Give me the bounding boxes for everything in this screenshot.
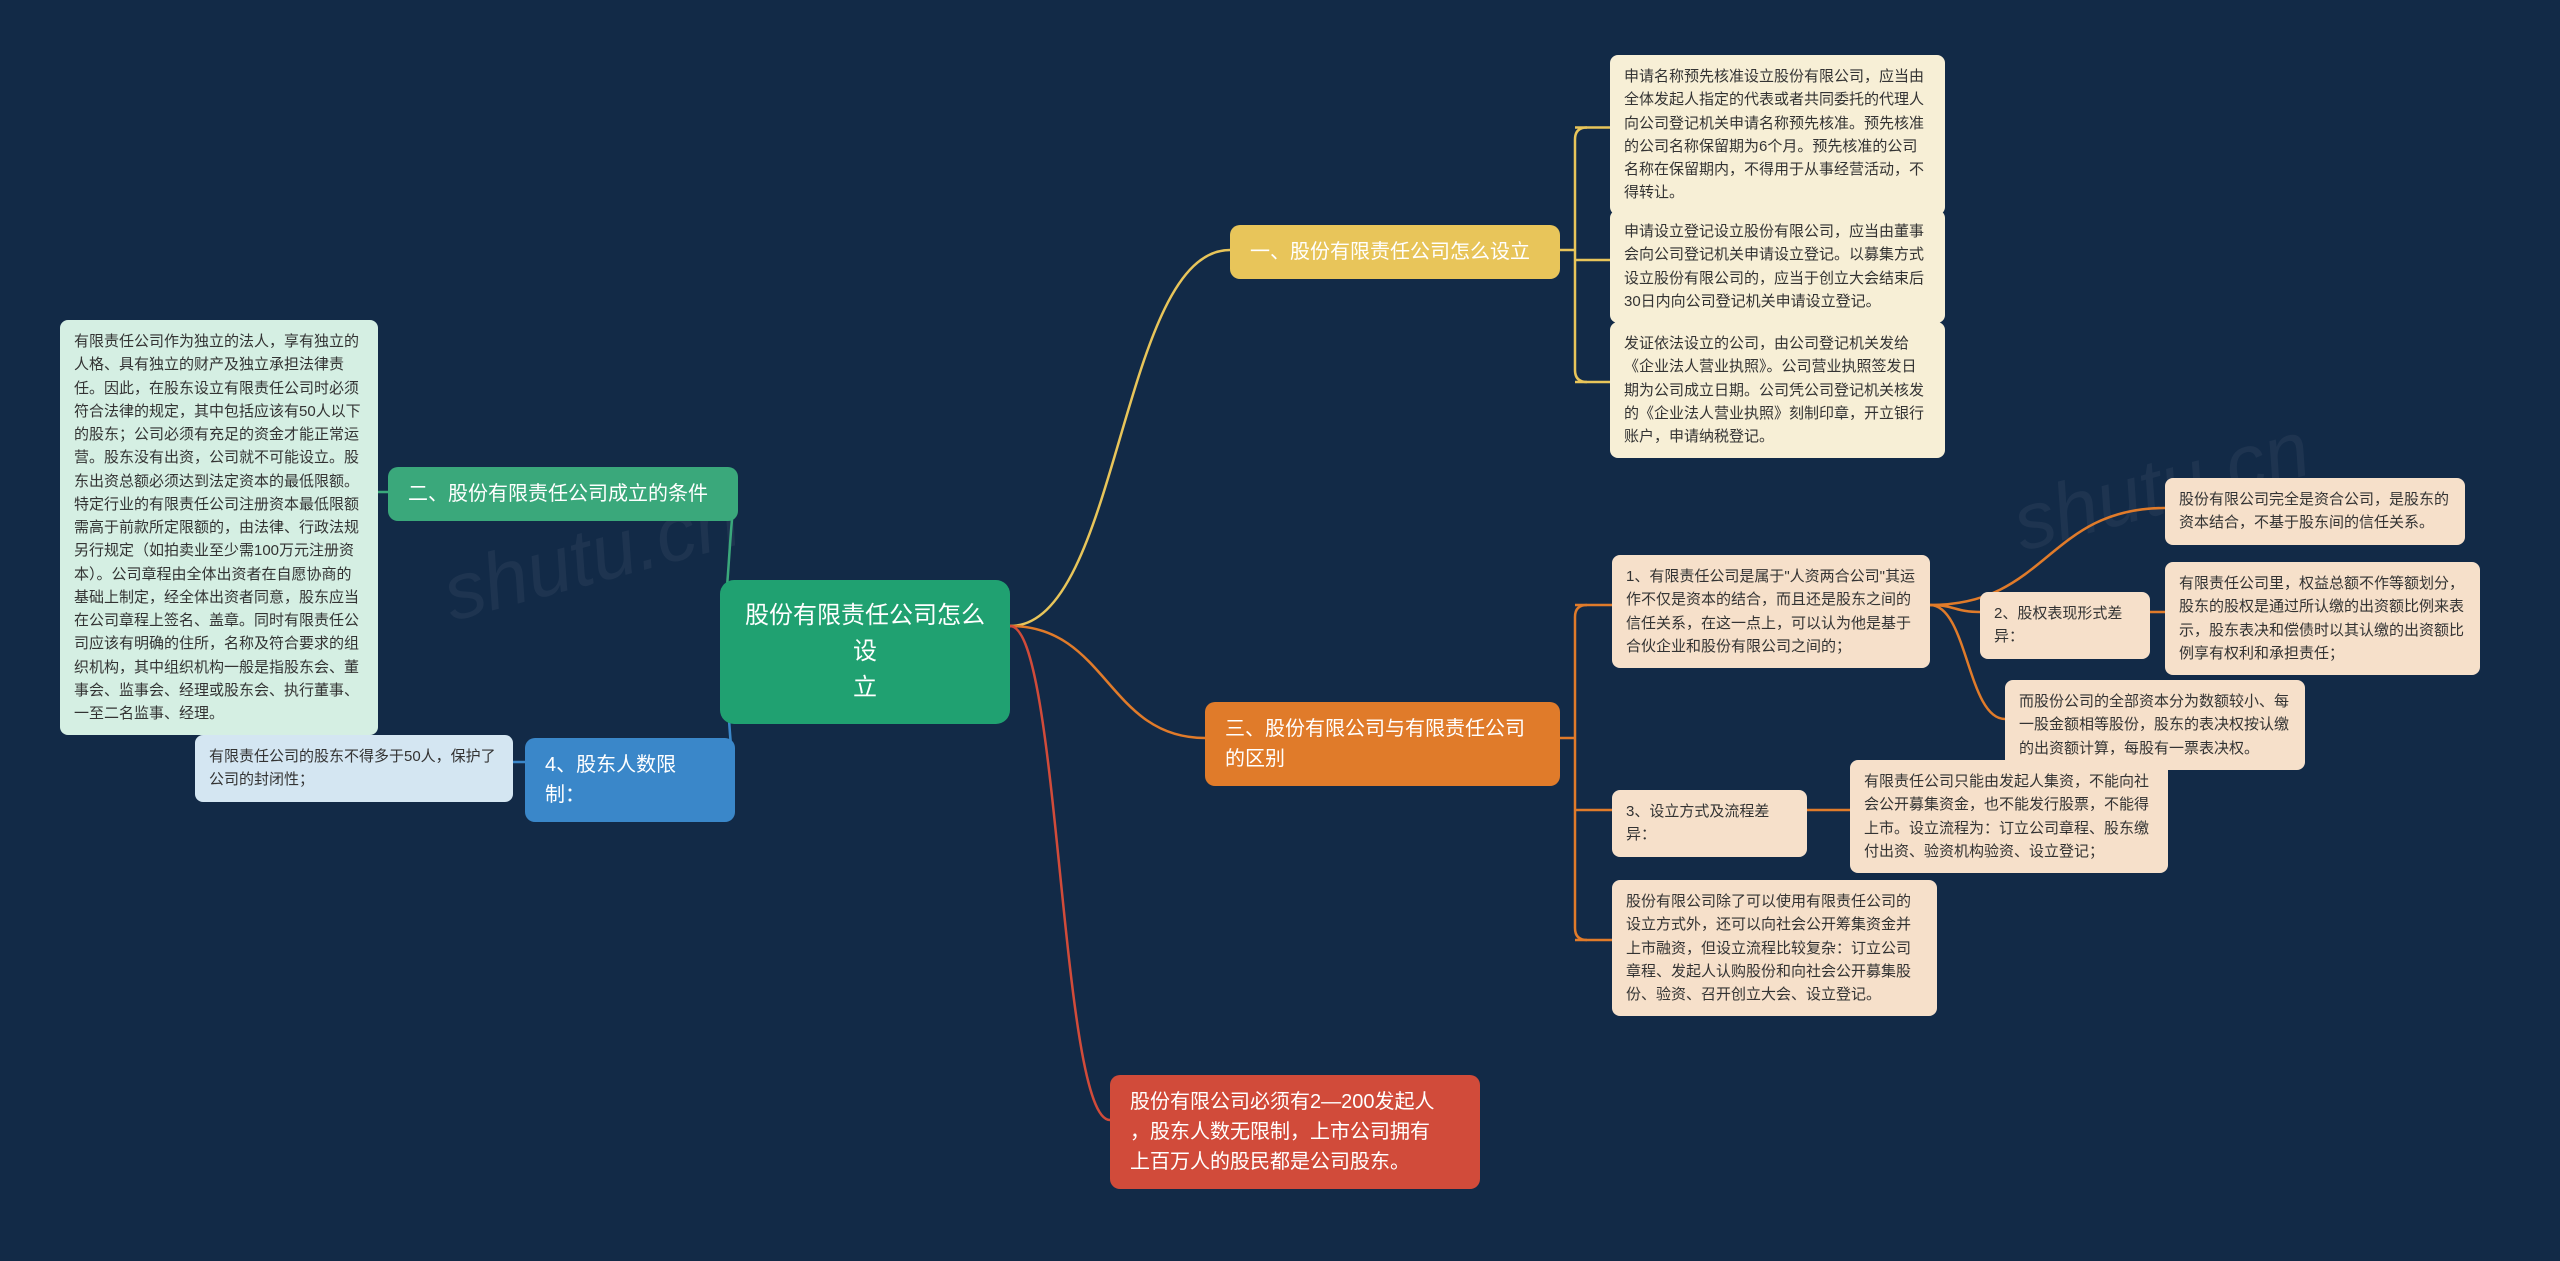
branch-4[interactable]: 4、股东人数限制： [525,738,735,822]
branch-2-child-1[interactable]: 有限责任公司作为独立的法人，享有独立的人格、具有独立的财产及独立承担法律责任。因… [60,320,378,735]
branch-5[interactable]: 股份有限公司必须有2—200发起人 ，股东人数无限制，上市公司拥有 上百万人的股… [1110,1075,1480,1189]
branch-3-child-3[interactable]: 股份有限公司除了可以使用有限责任公司的设立方式外，还可以向社会公开筹集资金并上市… [1612,880,1937,1016]
branch-3-child-2-sub-1[interactable]: 有限责任公司只能由发起人集资，不能向社会公开募集资金，也不能发行股票，不能得上市… [1850,760,2168,873]
branch-1-child-1[interactable]: 申请名称预先核准设立股份有限公司，应当由全体发起人指定的代表或者共同委托的代理人… [1610,55,1945,215]
branch-3-child-1-sub-2-sub-1[interactable]: 有限责任公司里，权益总额不作等额划分，股东的股权是通过所认缴的出资额比例来表示，… [2165,562,2480,675]
root-node[interactable]: 股份有限责任公司怎么设 立 [720,580,1010,724]
branch-2[interactable]: 二、股份有限责任公司成立的条件 [388,467,738,521]
branch-4-child-1[interactable]: 有限责任公司的股东不得多于50人，保护了公司的封闭性； [195,735,513,802]
branch-3[interactable]: 三、股份有限公司与有限责任公司 的区别 [1205,702,1560,786]
branch-3-child-2[interactable]: 3、设立方式及流程差异： [1612,790,1807,857]
branch-1-child-3[interactable]: 发证依法设立的公司，由公司登记机关发给《企业法人营业执照》。公司营业执照签发日期… [1610,322,1945,458]
branch-1[interactable]: 一、股份有限责任公司怎么设立 [1230,225,1560,279]
branch-3-child-1-sub-2[interactable]: 2、股权表现形式差异： [1980,592,2150,659]
branch-3-child-1-sub-1[interactable]: 股份有限公司完全是资合公司，是股东的资本结合，不基于股东间的信任关系。 [2165,478,2465,545]
branch-1-child-2[interactable]: 申请设立登记设立股份有限公司，应当由董事会向公司登记机关申请设立登记。以募集方式… [1610,210,1945,323]
branch-3-child-1-sub-3[interactable]: 而股份公司的全部资本分为数额较小、每一股金额相等股份，股东的表决权按认缴的出资额… [2005,680,2305,770]
branch-3-child-1[interactable]: 1、有限责任公司是属于"人资两合公司"其运作不仅是资本的结合，而且还是股东之间的… [1612,555,1930,668]
